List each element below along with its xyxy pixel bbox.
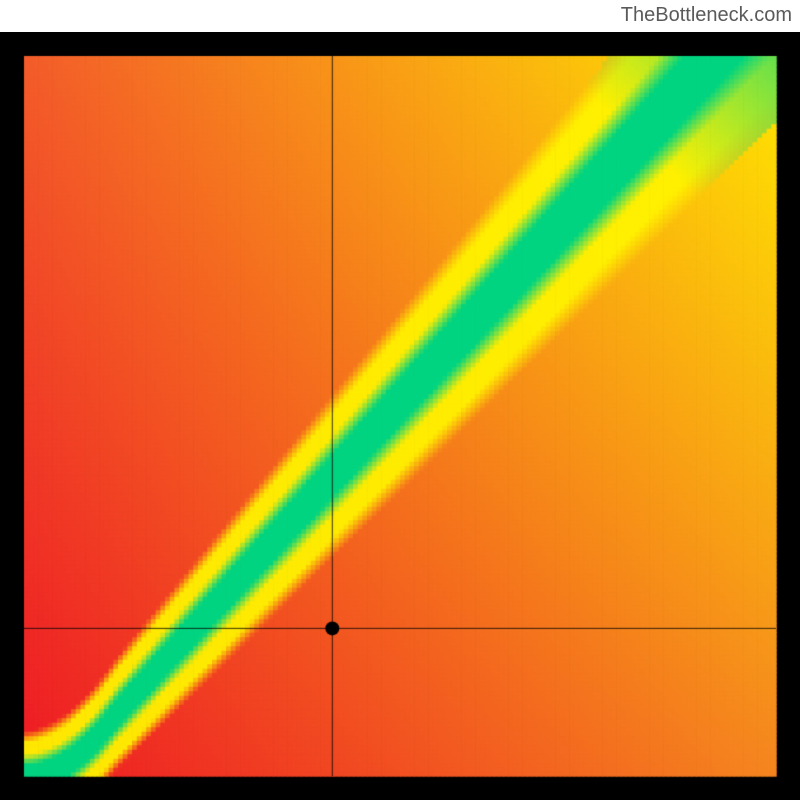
bottleneck-heatmap [0,32,800,800]
attribution-text: TheBottleneck.com [0,0,800,32]
page-container: TheBottleneck.com [0,0,800,800]
chart-frame [0,32,800,800]
